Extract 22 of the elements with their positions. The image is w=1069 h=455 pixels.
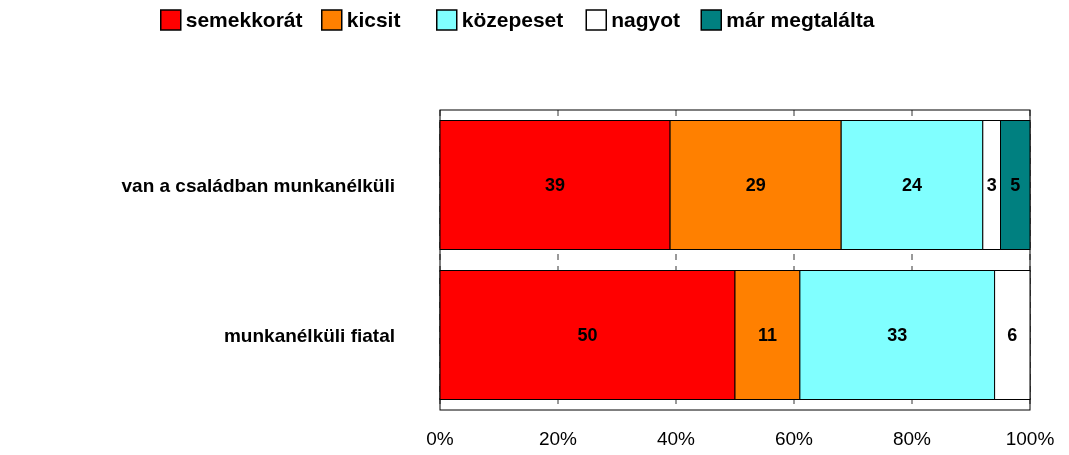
x-tick-label: 0% <box>426 428 454 449</box>
legend-label: kicsit <box>346 8 401 32</box>
data-label: 29 <box>745 175 766 196</box>
y-tick-label: van a családban munkanélküli <box>121 174 395 196</box>
x-tick-label: 60% <box>774 428 814 449</box>
data-label: 6 <box>1007 325 1018 346</box>
legend-label: már megtalálta <box>726 8 875 32</box>
x-tick-label: 20% <box>538 428 578 449</box>
data-label: 39 <box>545 175 566 196</box>
legend-label: közepeset <box>461 8 564 32</box>
data-label: 3 <box>986 175 997 196</box>
y-tick-label: munkanélküli fiatal <box>223 324 395 346</box>
data-label: 11 <box>757 325 777 346</box>
data-label: 33 <box>887 325 908 346</box>
legend-label: nagyot <box>611 8 681 32</box>
x-tick-label: 100% <box>1005 428 1055 449</box>
legend-label: semekkorát <box>185 8 303 32</box>
data-label: 50 <box>577 325 598 346</box>
x-tick-label: 80% <box>892 428 932 449</box>
data-label: 24 <box>901 175 923 196</box>
data-label: 5 <box>1010 175 1021 196</box>
x-tick-label: 40% <box>656 428 696 449</box>
